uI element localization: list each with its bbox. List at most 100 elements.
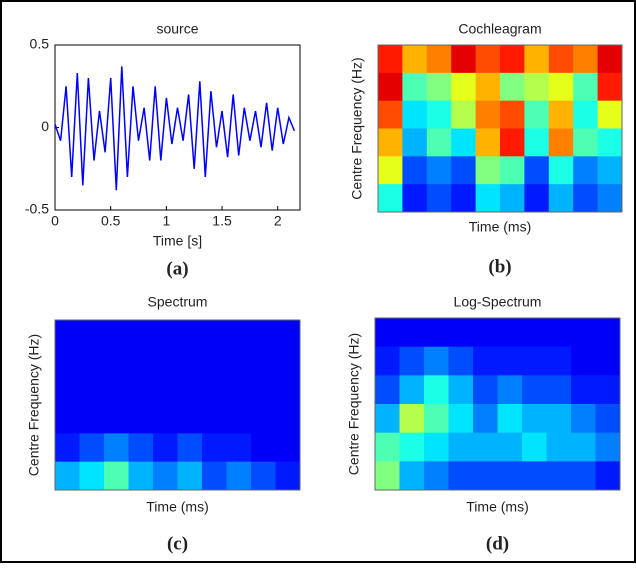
plot-border: [377, 44, 623, 213]
heat-cell: [251, 376, 276, 406]
heat-cell: [571, 432, 596, 462]
heat-cell: [522, 461, 547, 491]
heat-cell: [595, 318, 621, 348]
heat-cell: [251, 405, 276, 434]
heat-cell: [571, 404, 596, 434]
heat-cell: [595, 461, 621, 491]
heat-cell: [153, 320, 178, 349]
waveform: [54, 66, 296, 191]
heat-cell: [104, 320, 129, 349]
heat-cell: [104, 376, 129, 406]
heat-cell: [402, 156, 428, 185]
heat-cell: [375, 461, 400, 491]
heat-cell: [128, 461, 154, 491]
heat-cell: [451, 100, 477, 129]
heat-cell: [473, 375, 498, 405]
heat-cell: [497, 432, 523, 462]
heat-cell: [426, 72, 452, 102]
heat-cell: [424, 375, 449, 405]
heat-cell: [378, 72, 403, 102]
heat-cell: [55, 461, 80, 491]
heat-cell: [500, 45, 525, 74]
heat-cell: [375, 318, 400, 348]
heat-cell: [104, 433, 129, 463]
heat-cell: [399, 375, 425, 405]
heat-cell: [597, 128, 623, 157]
heat-cell: [378, 45, 403, 74]
heat-cell: [55, 433, 80, 463]
heat-cell: [79, 405, 105, 434]
heat-cell: [426, 100, 452, 129]
heat-cell: [153, 461, 178, 491]
heat-cell: [548, 184, 574, 213]
heat-cell: [426, 45, 452, 74]
heat-cell: [402, 128, 428, 157]
y-axis-label: Centre Frequency (Hz): [26, 334, 42, 476]
heat-cell: [202, 405, 227, 434]
heat-cell: [497, 318, 523, 348]
caption: (d): [486, 533, 509, 554]
heat-cell: [226, 348, 252, 378]
heat-cell: [475, 100, 501, 129]
heat-cell: [597, 156, 623, 185]
heat-cell: [524, 128, 550, 157]
heat-cell: [55, 376, 80, 406]
chart-title: Cochleagram: [458, 21, 541, 37]
chart-title: source: [156, 21, 198, 37]
heat-cell: [275, 320, 301, 349]
heat-cell: [546, 404, 572, 434]
heat-cell: [378, 100, 403, 129]
heat-cell: [597, 184, 623, 213]
heat-cell: [522, 318, 547, 348]
heat-cell: [546, 346, 572, 376]
x-axis-label: Time (ms): [146, 499, 208, 515]
heat-cell: [597, 100, 623, 129]
heat-cell: [177, 348, 203, 378]
heat-cell: [451, 184, 477, 213]
heat-cell: [378, 128, 403, 157]
heat-cell: [226, 405, 252, 434]
heat-cell: [128, 376, 154, 406]
heat-cell: [55, 348, 80, 378]
heat-cell: [426, 156, 452, 185]
chart-title: Spectrum: [148, 294, 208, 310]
x-tick-label: 1: [162, 213, 170, 229]
heat-cell: [595, 432, 621, 462]
heat-cell: [524, 72, 550, 102]
chart-title: Log-Spectrum: [454, 294, 542, 310]
heat-cell: [79, 376, 105, 406]
heat-cell: [79, 320, 105, 349]
heat-cell: [55, 405, 80, 434]
heat-cell: [79, 433, 105, 463]
x-axis-label: Time [s]: [153, 233, 202, 249]
heat-cell: [497, 375, 523, 405]
caption: (b): [488, 256, 511, 277]
heat-cell: [153, 376, 178, 406]
x-tick-label: 2: [274, 213, 282, 229]
heat-cell: [448, 346, 474, 376]
heat-cell: [378, 156, 403, 185]
heat-cell: [475, 72, 501, 102]
heat-cell: [104, 348, 129, 378]
heat-cell: [424, 318, 449, 348]
heat-cell: [548, 156, 574, 185]
heat-cell: [275, 405, 301, 434]
heat-cell: [202, 348, 227, 378]
x-tick-label: 0.5: [101, 213, 121, 229]
heat-cell: [79, 348, 105, 378]
heat-cell: [473, 404, 498, 434]
heat-cell: [275, 348, 301, 378]
heat-cell: [399, 404, 425, 434]
heat-cell: [448, 461, 474, 491]
y-axis-label: Centre Frequency (Hz): [346, 333, 362, 475]
heat-cell: [251, 348, 276, 378]
heat-cell: [128, 320, 154, 349]
heat-cell: [548, 100, 574, 129]
heat-cell: [475, 184, 501, 213]
heat-cell: [424, 461, 449, 491]
heat-cell: [79, 461, 105, 491]
heat-cell: [402, 184, 428, 213]
heat-cell: [573, 100, 599, 129]
heat-cell: [524, 156, 550, 185]
